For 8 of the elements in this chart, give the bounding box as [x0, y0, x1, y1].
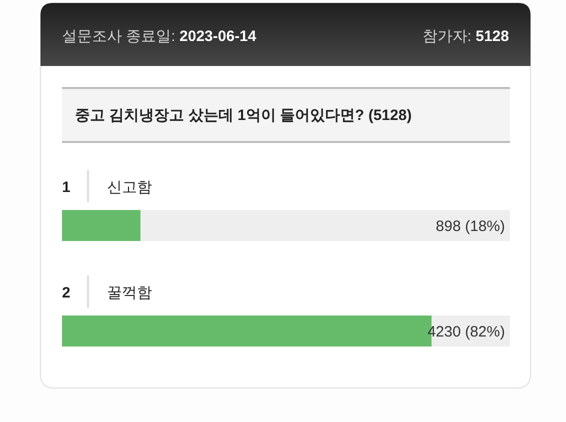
category-label: 꿀꺽함 [107, 284, 152, 302]
category-label: 신고함 [107, 179, 152, 196]
annotation: 2 [62, 284, 70, 302]
subtitle: 설문조사 종료일: 2023-06-14 [62, 28, 256, 45]
annotation: 참가자: 5128 [422, 28, 509, 45]
title: 중고 김치냉장고 샀는데 1억이 들어있다면? (5128) [75, 107, 412, 124]
annotation: 1 [62, 179, 70, 196]
value-label: 898 (18%) [436, 218, 505, 235]
